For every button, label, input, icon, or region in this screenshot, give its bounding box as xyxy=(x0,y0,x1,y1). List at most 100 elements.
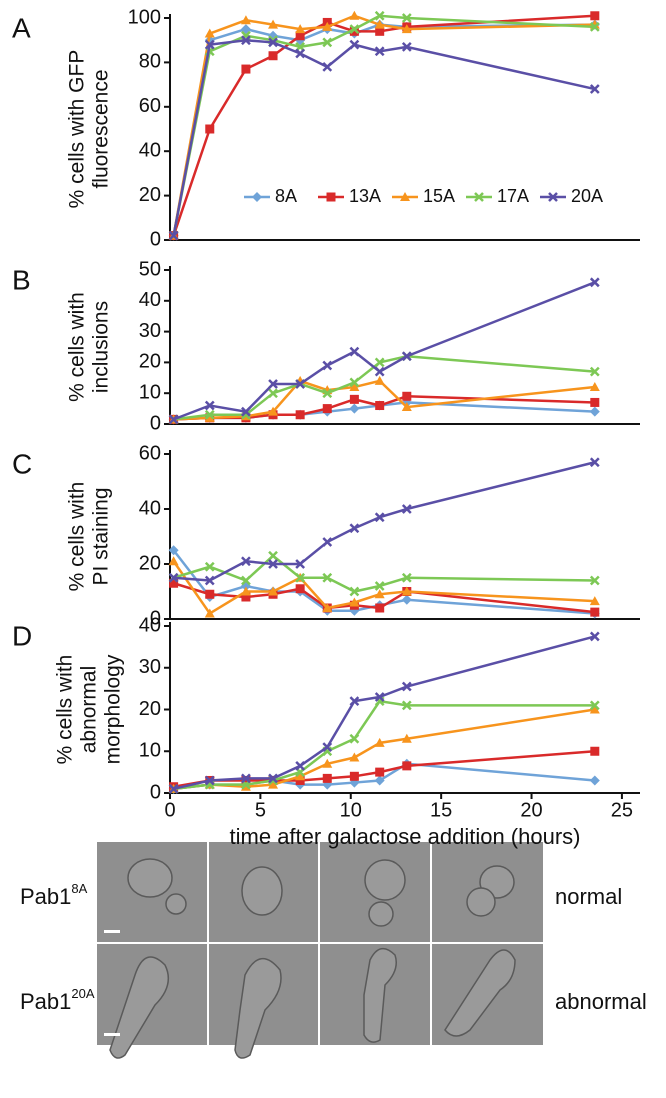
marker xyxy=(168,572,179,583)
x-tick-label: 15 xyxy=(430,799,452,821)
y-tick-label: 40 xyxy=(139,139,161,161)
y-tick-label: 20 xyxy=(139,552,161,574)
row-label: Pab18A xyxy=(20,881,88,908)
marker xyxy=(374,512,385,523)
marker xyxy=(401,13,412,23)
marker xyxy=(268,51,278,61)
marker xyxy=(240,586,251,596)
marker xyxy=(589,575,600,586)
marker xyxy=(375,26,385,36)
y-tick-label: 20 xyxy=(139,351,161,373)
marker xyxy=(295,760,306,771)
marker xyxy=(322,537,333,547)
y-tick-label: 0 xyxy=(150,412,161,434)
marker xyxy=(374,692,385,702)
legend-label: 13A xyxy=(349,186,381,206)
y-axis-title: PI staining xyxy=(90,487,113,585)
marker xyxy=(322,388,333,399)
marker xyxy=(241,406,251,417)
marker xyxy=(349,24,360,34)
row-status: abnormal xyxy=(555,989,647,1014)
series-line xyxy=(173,699,595,791)
y-tick-label: 0 xyxy=(150,607,161,629)
y-axis-title: % cells with GFP xyxy=(66,50,89,209)
marker xyxy=(349,696,360,707)
marker xyxy=(349,771,359,781)
marker xyxy=(241,64,251,74)
marker xyxy=(322,360,333,371)
marker xyxy=(322,21,333,31)
y-tick-label: 20 xyxy=(139,184,161,206)
marker xyxy=(295,31,305,41)
marker xyxy=(168,545,179,556)
marker xyxy=(590,607,600,617)
marker xyxy=(401,41,412,52)
marker xyxy=(401,733,412,743)
y-tick-label: 0 xyxy=(150,781,161,803)
marker xyxy=(349,733,360,744)
x-axis-title: time after galactose addition (hours) xyxy=(230,824,581,849)
y-tick-label: 0 xyxy=(150,228,161,250)
marker xyxy=(374,737,385,747)
marker xyxy=(589,700,600,711)
y-tick-label: 30 xyxy=(139,656,161,678)
marker xyxy=(349,39,360,50)
scale-bar xyxy=(104,930,120,933)
row-status: normal xyxy=(555,884,622,909)
series-line xyxy=(173,750,595,788)
marker xyxy=(375,401,385,411)
marker xyxy=(401,24,412,34)
marker xyxy=(349,382,360,392)
panel-label: B xyxy=(12,264,31,295)
series-line xyxy=(173,635,596,791)
marker xyxy=(589,277,600,288)
marker xyxy=(374,46,385,57)
marker xyxy=(268,379,278,389)
marker xyxy=(322,404,332,414)
marker xyxy=(548,192,558,202)
marker xyxy=(374,581,385,591)
marker xyxy=(268,586,279,596)
y-tick-label: 40 xyxy=(139,289,161,311)
marker xyxy=(268,37,278,48)
panel-label: D xyxy=(12,620,32,651)
series-line xyxy=(173,281,596,421)
y-tick-label: 40 xyxy=(139,497,161,519)
row-label-sup: 20A xyxy=(71,986,94,1001)
legend-label: 15A xyxy=(423,186,455,206)
marker xyxy=(168,783,179,794)
marker xyxy=(268,550,278,561)
y-axis-title: % cells with xyxy=(66,292,89,402)
marker xyxy=(375,603,385,613)
marker xyxy=(326,192,336,202)
marker xyxy=(589,704,600,714)
series-line xyxy=(172,14,595,236)
marker xyxy=(402,391,412,401)
marker xyxy=(322,37,333,48)
marker xyxy=(322,572,333,583)
marker xyxy=(241,575,251,586)
marker xyxy=(374,10,385,21)
marker xyxy=(322,773,332,783)
y-axis-title: % cells with xyxy=(54,655,77,765)
marker xyxy=(204,575,215,586)
marker xyxy=(322,61,333,72)
marker xyxy=(241,556,251,567)
marker xyxy=(295,559,306,569)
y-tick-label: 10 xyxy=(139,740,161,762)
y-tick-label: 40 xyxy=(139,614,161,636)
micrograph-panel xyxy=(97,842,543,1059)
marker xyxy=(268,773,278,784)
legend-label: 8A xyxy=(275,186,297,206)
legend-label: 17A xyxy=(497,186,529,206)
marker xyxy=(374,19,385,29)
series-line xyxy=(173,354,595,421)
marker xyxy=(322,742,333,752)
marker xyxy=(205,589,215,599)
y-axis-title: inclusions xyxy=(90,301,113,393)
marker xyxy=(374,357,385,368)
marker xyxy=(349,523,360,534)
y-tick-label: 100 xyxy=(128,6,161,28)
y-tick-label: 20 xyxy=(139,698,161,720)
marker xyxy=(401,700,412,711)
